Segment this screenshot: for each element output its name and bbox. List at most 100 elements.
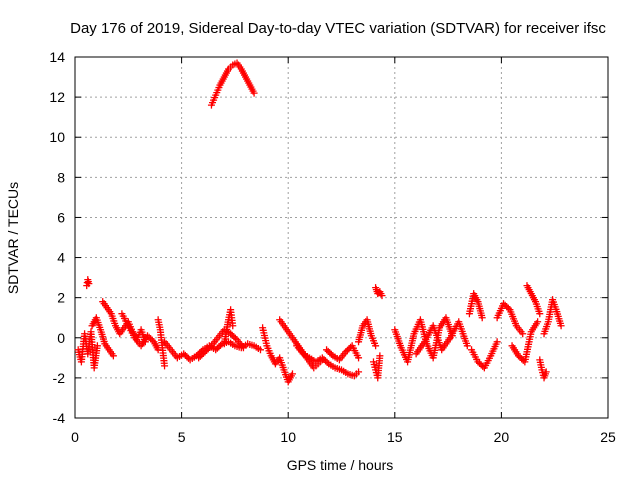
data-point (206, 343, 214, 351)
data-point (463, 342, 471, 350)
data-point (198, 351, 206, 359)
data-point (213, 344, 221, 352)
data-point (324, 347, 332, 355)
x-axis: 0 5 10 15 20 25 (71, 57, 616, 445)
y-tick-label: 4 (57, 250, 65, 266)
data-point (500, 300, 508, 308)
x-tick-label: 10 (280, 429, 296, 445)
series-14 (323, 342, 363, 364)
series-6 (154, 316, 169, 370)
data-point (378, 292, 386, 300)
data-point (288, 370, 296, 378)
series-15 (355, 316, 380, 350)
series-20 (465, 290, 486, 322)
data-point (199, 349, 207, 357)
data-point (231, 334, 239, 342)
data-point (376, 352, 384, 360)
data-point (204, 345, 212, 353)
series-19 (412, 318, 471, 358)
series-22 (493, 300, 527, 338)
y-tick-label: -2 (53, 370, 66, 386)
data-point (323, 346, 331, 354)
data-point (217, 341, 225, 349)
data-point (203, 346, 211, 354)
data-point (161, 362, 169, 370)
series-13 (293, 342, 363, 380)
x-tick-label: 0 (71, 429, 79, 445)
data-point (215, 343, 223, 351)
series-8 (195, 326, 247, 362)
data-points (74, 59, 565, 386)
data-point (355, 354, 363, 362)
series-26 (540, 296, 565, 338)
data-point (501, 301, 509, 309)
series-23 (508, 318, 542, 366)
y-tick-label: 0 (57, 330, 65, 346)
data-point (327, 350, 335, 358)
data-point (229, 322, 237, 330)
data-point (514, 352, 522, 360)
series-24 (523, 282, 544, 318)
data-point (109, 352, 117, 360)
y-tick-label: 14 (49, 49, 65, 65)
x-tick-label: 25 (600, 429, 616, 445)
x-tick-label: 15 (387, 429, 403, 445)
series-10 (220, 306, 237, 348)
data-point (183, 353, 191, 361)
series-18 (391, 314, 456, 366)
data-point (342, 348, 350, 356)
data-point (148, 336, 156, 344)
data-point (474, 358, 482, 366)
series-3 (88, 314, 117, 360)
y-tick-label: 10 (49, 129, 65, 145)
y-tick-label: 2 (57, 290, 65, 306)
data-point (516, 353, 524, 361)
data-point (322, 357, 330, 365)
x-tick-label: 20 (494, 429, 510, 445)
data-point (534, 318, 542, 326)
series-1 (74, 328, 101, 372)
data-point (212, 346, 220, 354)
data-point (372, 342, 380, 350)
series-16 (372, 284, 386, 300)
data-point (196, 352, 204, 360)
data-point (256, 346, 264, 354)
data-point (476, 359, 484, 367)
series-2 (83, 276, 93, 290)
plot-frame (74, 56, 609, 419)
data-point (355, 368, 363, 376)
data-point (504, 304, 512, 312)
series-25 (536, 356, 550, 382)
data-point (147, 335, 155, 343)
data-point (503, 303, 511, 311)
y-tick-label: 6 (57, 209, 65, 225)
data-point (85, 280, 93, 288)
y-tick-label: 8 (57, 169, 65, 185)
data-point (493, 338, 501, 346)
data-point (478, 314, 486, 322)
x-axis-label: GPS time / hours (287, 457, 394, 473)
data-point (180, 350, 188, 358)
data-point (519, 330, 527, 338)
y-axis: -4 -2 0 2 4 6 8 10 12 14 (49, 49, 608, 426)
data-point (230, 333, 238, 341)
series-17 (369, 352, 384, 382)
data-point (557, 322, 565, 330)
data-point (239, 344, 247, 352)
y-axis-label: SDTVAR / TECUs (5, 182, 21, 294)
series-11 (259, 324, 296, 386)
x-tick-label: 5 (178, 429, 186, 445)
chart-title: Day 176 of 2019, Sidereal Day-to-day VTE… (70, 20, 606, 37)
series-21 (468, 338, 501, 372)
data-point (343, 346, 351, 354)
data-point (320, 355, 328, 363)
data-point (145, 333, 153, 341)
series-9 (207, 59, 258, 109)
data-point (228, 331, 236, 339)
data-point (201, 348, 209, 356)
data-point (143, 332, 151, 340)
data-point (326, 349, 334, 357)
data-point (323, 358, 331, 366)
data-point (318, 354, 326, 362)
